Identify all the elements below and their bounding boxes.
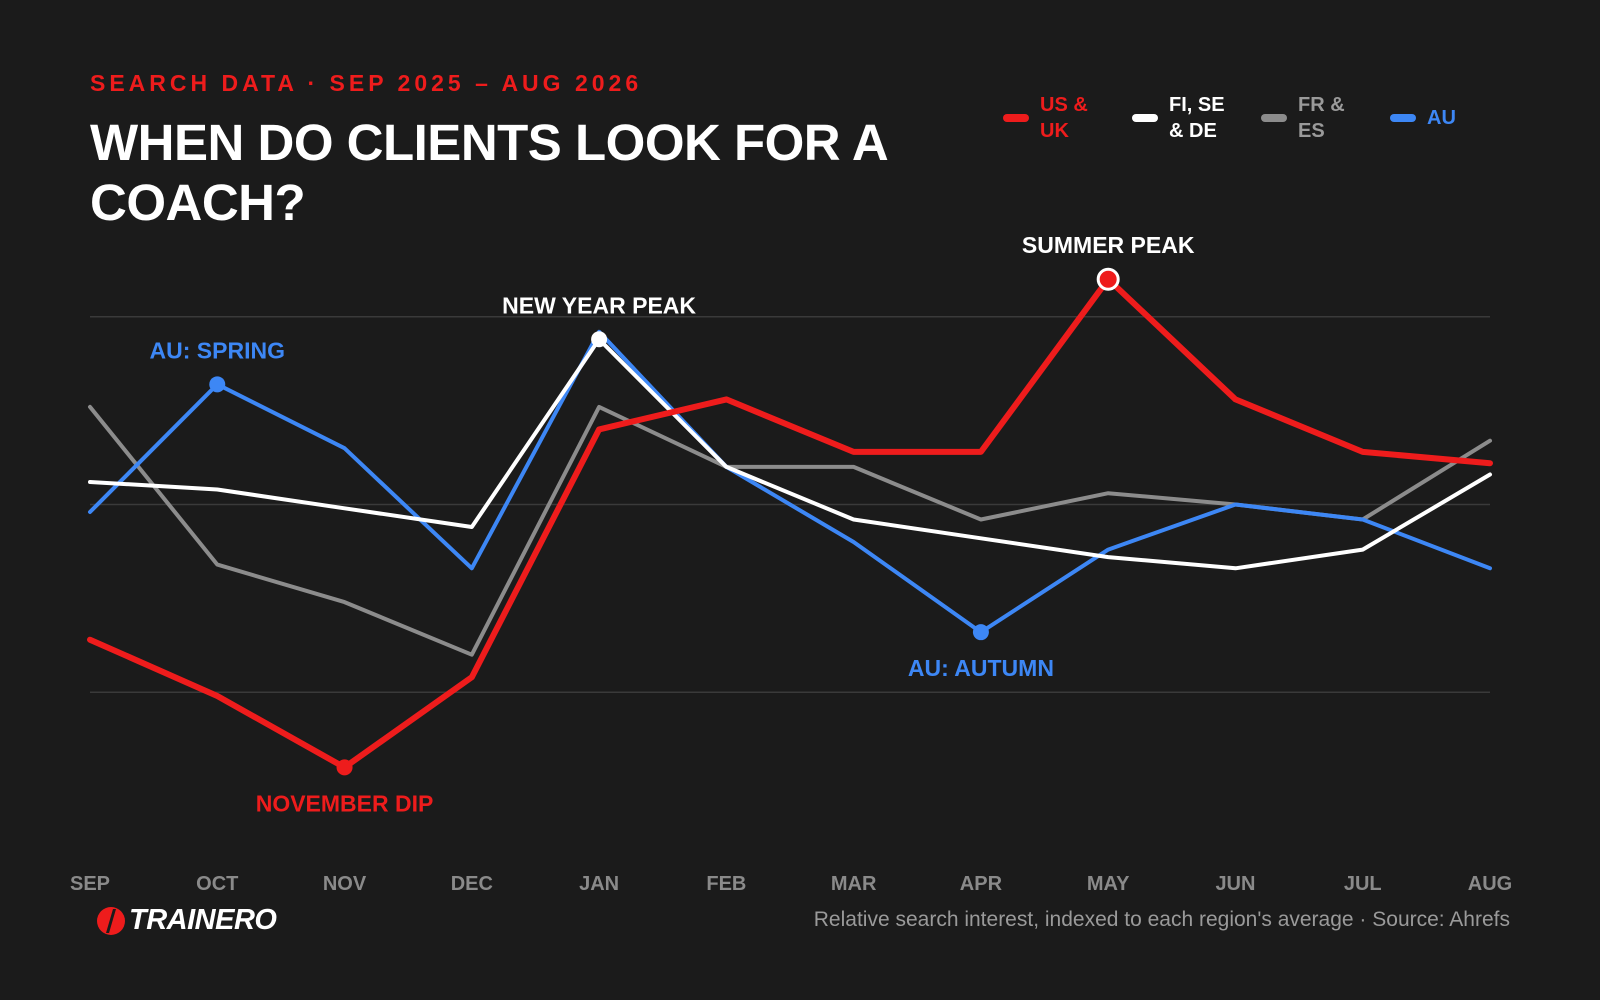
legend-label-3: AU bbox=[1427, 107, 1456, 129]
x-tick-label-apr: APR bbox=[960, 873, 1003, 895]
series-line-fi-se-de bbox=[88, 337, 1492, 571]
annotation-marker-1 bbox=[591, 331, 608, 348]
series-line-fr-es bbox=[88, 404, 1492, 657]
annotation-label-1: NEW YEAR PEAK bbox=[502, 292, 696, 318]
legend-item-0: US & UK bbox=[1003, 92, 1098, 144]
series-line-au bbox=[88, 329, 1492, 635]
legend-swatch-2 bbox=[1261, 114, 1287, 122]
annotation-marker-0 bbox=[209, 376, 226, 393]
annotation-marker-4 bbox=[336, 759, 353, 776]
legend-swatch-1 bbox=[1132, 114, 1158, 122]
trainero-logo-icon bbox=[97, 906, 125, 935]
brand-logo: TRAINERO bbox=[96, 904, 277, 937]
x-tick-label-mar: MAR bbox=[831, 873, 877, 895]
source-note: Relative search interest, indexed to eac… bbox=[813, 908, 1510, 931]
annotation-marker-2 bbox=[1096, 267, 1120, 291]
x-tick-label-jul: JUL bbox=[1344, 873, 1382, 895]
legend-item-3: AU bbox=[1390, 105, 1456, 131]
annotation-label-4: NOVEMBER DIP bbox=[256, 790, 434, 816]
chart-kicker: SEARCH DATA · SEP 2025 – AUG 2026 bbox=[90, 70, 643, 96]
legend-swatch-3 bbox=[1390, 114, 1416, 122]
x-tick-label-nov: NOV bbox=[323, 873, 367, 895]
series-line-us-uk bbox=[87, 276, 1493, 771]
brand-name: TRAINERO bbox=[129, 904, 277, 936]
x-tick-label-sep: SEP bbox=[70, 873, 110, 895]
annotation-label-3: AU: AUTUMN bbox=[908, 655, 1054, 681]
legend-label-2: FR & ES bbox=[1298, 94, 1345, 142]
annotation-label-2: SUMMER PEAK bbox=[1022, 232, 1195, 258]
x-tick-label-feb: FEB bbox=[706, 873, 746, 895]
x-tick-label-oct: OCT bbox=[196, 873, 238, 895]
annotation-marker-3 bbox=[972, 624, 989, 641]
chart-title: WHEN DO CLIENTS LOOK FOR A COACH? bbox=[90, 114, 887, 231]
legend-label-0: US & UK bbox=[1040, 94, 1088, 142]
x-tick-label-jan: JAN bbox=[579, 873, 619, 895]
legend-swatch-0 bbox=[1003, 114, 1029, 122]
x-tick-label-may: MAY bbox=[1087, 873, 1130, 895]
legend-item-1: FI, SE & DE bbox=[1132, 92, 1227, 144]
x-tick-label-dec: DEC bbox=[451, 873, 493, 895]
legend-label-1: FI, SE & DE bbox=[1169, 94, 1225, 142]
annotation-label-0: AU: SPRING bbox=[150, 337, 285, 363]
chart-legend: US & UK FI, SE & DE FR & ES AU bbox=[1003, 90, 1523, 146]
x-tick-label-jun: JUN bbox=[1215, 873, 1255, 895]
legend-item-2: FR & ES bbox=[1261, 92, 1356, 144]
x-tick-label-aug: AUG bbox=[1468, 873, 1512, 895]
